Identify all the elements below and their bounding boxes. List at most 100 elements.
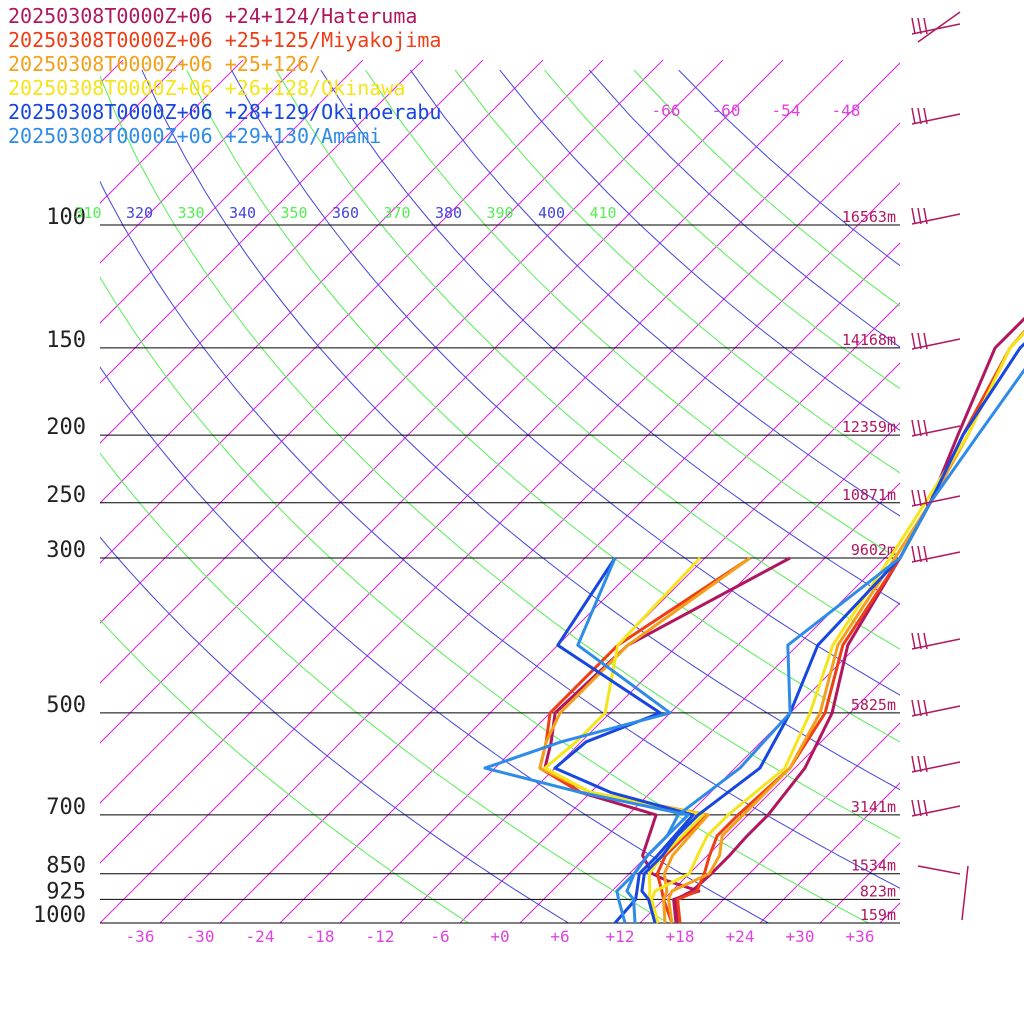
wind-barb <box>917 699 922 717</box>
isotherm <box>940 60 1024 923</box>
wind-barb <box>923 545 928 563</box>
wind-barb <box>917 419 922 437</box>
isotherm <box>100 60 484 444</box>
series-temperature-line <box>625 367 1024 924</box>
wind-barb <box>961 865 969 921</box>
height-label: 16563m <box>842 208 896 226</box>
isotherm <box>699 722 900 923</box>
isotherm <box>100 60 664 624</box>
wind-barb <box>923 107 928 125</box>
dry-adiabat <box>100 536 570 923</box>
wind-barb <box>917 632 922 650</box>
dry-adiabat <box>141 69 900 791</box>
x-tick-label: +6 <box>550 927 569 946</box>
dry-adiabat <box>231 69 900 696</box>
isotherm <box>339 362 900 923</box>
x-tick-label: -30 <box>186 927 215 946</box>
x-tick-label: -18 <box>306 927 335 946</box>
wind-barb <box>911 207 916 225</box>
dry-adiabat <box>275 69 900 650</box>
height-label: 10871m <box>842 486 896 504</box>
wind-barb <box>911 632 916 650</box>
isotherm <box>100 62 900 864</box>
wind-barb <box>923 332 928 350</box>
isotherm <box>100 60 184 144</box>
series-temperature-line <box>640 342 1024 924</box>
wind-barb <box>917 17 922 35</box>
theta-label: 330 <box>177 204 204 222</box>
isotherm <box>100 60 604 564</box>
theta-label: 410 <box>589 204 616 222</box>
x-tick-label: +24 <box>726 927 755 946</box>
upper-isotherm-label: -66 <box>652 101 681 120</box>
pressure-label: 1000 <box>33 903 86 928</box>
x-tick-label: +12 <box>606 927 635 946</box>
wind-barb <box>917 865 961 875</box>
x-tick-label: +18 <box>666 927 695 946</box>
theta-label: 320 <box>126 204 153 222</box>
height-label: 5825m <box>851 696 896 714</box>
wind-barb <box>911 332 916 350</box>
x-tick-label: -24 <box>246 927 275 946</box>
legend-entry: 20250308T0000Z+06 +28+129/Okinoerabu <box>8 100 442 124</box>
pressure-label: 850 <box>46 854 86 879</box>
wind-barb <box>911 799 916 817</box>
legend-entry: 20250308T0000Z+06 +25+125/Miyakojima <box>8 28 442 52</box>
pressure-label: 100 <box>46 205 86 230</box>
wind-barb <box>911 545 916 563</box>
theta-label: 390 <box>486 204 513 222</box>
wind-barb <box>923 699 928 717</box>
isotherm <box>100 60 544 504</box>
wind-barb <box>917 11 961 43</box>
theta-label: 400 <box>538 204 565 222</box>
wind-barb <box>917 489 922 507</box>
x-tick-label: +30 <box>786 927 815 946</box>
wind-barb <box>923 419 928 437</box>
x-tick-label: -12 <box>366 927 395 946</box>
isotherm <box>459 482 900 923</box>
x-tick-label: +0 <box>490 927 509 946</box>
height-label: 823m <box>860 882 896 900</box>
series-temperature-line <box>667 330 1024 924</box>
legend-entry: 20250308T0000Z+06 +25+126/ <box>8 52 322 76</box>
isotherm <box>0 60 3 923</box>
theta-label: 340 <box>229 204 256 222</box>
height-label: 14168m <box>842 331 896 349</box>
dry-adiabat <box>320 69 900 605</box>
wind-barb <box>911 107 916 125</box>
pressure-label: 150 <box>46 328 86 353</box>
isotherm <box>100 60 844 804</box>
isotherm <box>399 422 900 923</box>
wind-barb <box>911 755 916 773</box>
isotherm <box>159 182 900 923</box>
wind-barb <box>911 17 916 35</box>
height-label: 3141m <box>851 798 896 816</box>
wind-barb <box>923 755 928 773</box>
pressure-label: 250 <box>46 483 86 508</box>
theta-label: 350 <box>280 204 307 222</box>
wind-barb <box>917 755 922 773</box>
theta-label: 380 <box>435 204 462 222</box>
isotherm <box>100 122 900 923</box>
isotherm <box>100 60 424 384</box>
x-tick-label: -36 <box>126 927 155 946</box>
dry-adiabat <box>409 69 900 517</box>
height-label: 159m <box>860 906 896 924</box>
x-tick-label: -6 <box>430 927 449 946</box>
theta-label: 360 <box>332 204 359 222</box>
pressure-label: 500 <box>46 693 86 718</box>
pressure-label: 300 <box>46 538 86 563</box>
isotherm <box>100 60 724 684</box>
dry-adiabat <box>100 366 770 923</box>
theta-label: 370 <box>383 204 410 222</box>
upper-isotherm-label: -54 <box>772 101 801 120</box>
legend-entry: 20250308T0000Z+06 +24+124/Hateruma <box>8 4 418 28</box>
dry-adiabat <box>100 276 870 923</box>
legend: 20250308T0000Z+06 +24+124/Hateruma 202503… <box>8 4 441 148</box>
isotherm <box>579 602 900 923</box>
pressure-label: 200 <box>46 415 86 440</box>
wind-barb <box>911 419 916 437</box>
dry-adiabat <box>100 452 670 923</box>
dry-adiabat <box>100 75 900 839</box>
